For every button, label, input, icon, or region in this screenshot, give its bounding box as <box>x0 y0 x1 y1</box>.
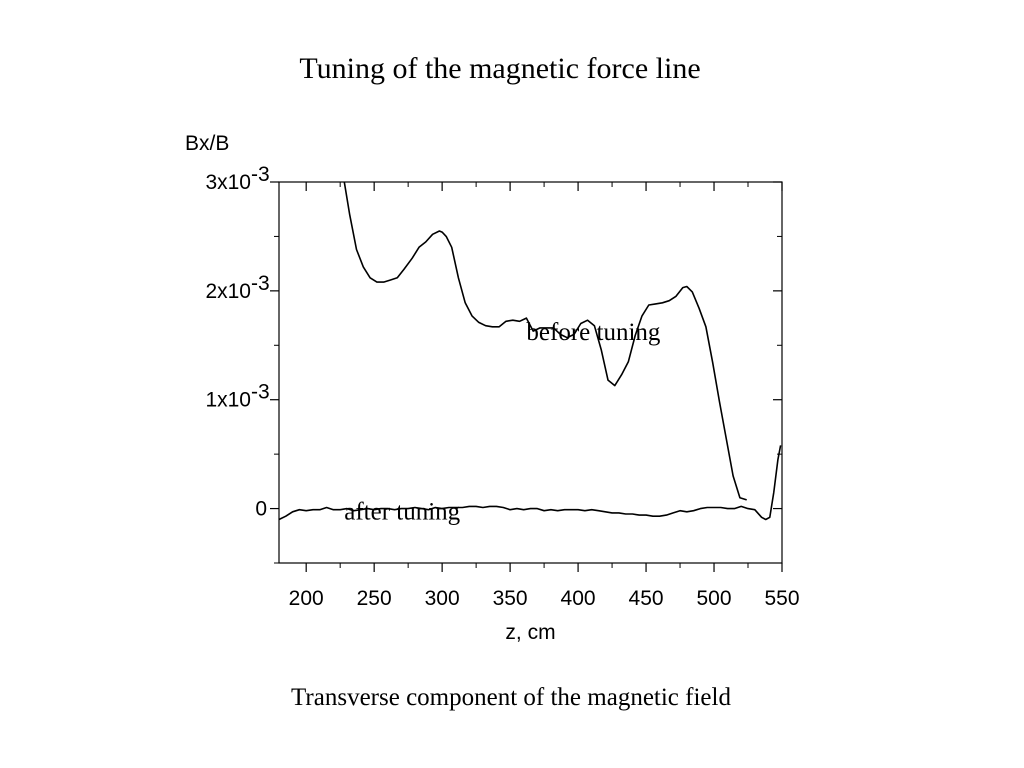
y-tick-label: 1x10 <box>205 389 251 412</box>
annotation-before-tuning: before tuning <box>526 319 660 346</box>
y-tick-exponent: -3 <box>251 381 270 404</box>
x-tick-label: 550 <box>764 587 799 610</box>
x-tick-label: 500 <box>697 587 732 610</box>
x-tick-label: 400 <box>561 587 596 610</box>
y-tick-label: 2x10 <box>205 280 251 303</box>
y-tick-label: 3x10 <box>205 171 251 194</box>
series-line-before-tuning <box>343 181 747 501</box>
chart-series <box>278 181 782 521</box>
x-axis-label: z, cm <box>505 621 555 644</box>
slide-title: Tuning of the magnetic force line <box>299 52 701 85</box>
x-tick-label: 200 <box>289 587 324 610</box>
y-tick-exponent: -3 <box>251 163 270 186</box>
y-axis-label: Bx/B <box>185 132 229 155</box>
chart-annotations: before tuning after tuning <box>344 319 661 526</box>
series-line-after-tuning <box>278 445 782 521</box>
y-tick-label: 0 <box>255 498 267 521</box>
chart-ticks <box>270 181 783 572</box>
y-tick-exponent: -3 <box>251 272 270 295</box>
annotation-after-tuning: after tuning <box>344 498 460 525</box>
chart-frame <box>278 181 783 564</box>
x-tick-label: 350 <box>493 587 528 610</box>
x-tick-label: 300 <box>425 587 460 610</box>
figure-caption: Transverse component of the magnetic fie… <box>291 684 731 711</box>
x-tick-label: 450 <box>629 587 664 610</box>
x-tick-label: 250 <box>357 587 392 610</box>
plot-frame <box>278 181 783 564</box>
